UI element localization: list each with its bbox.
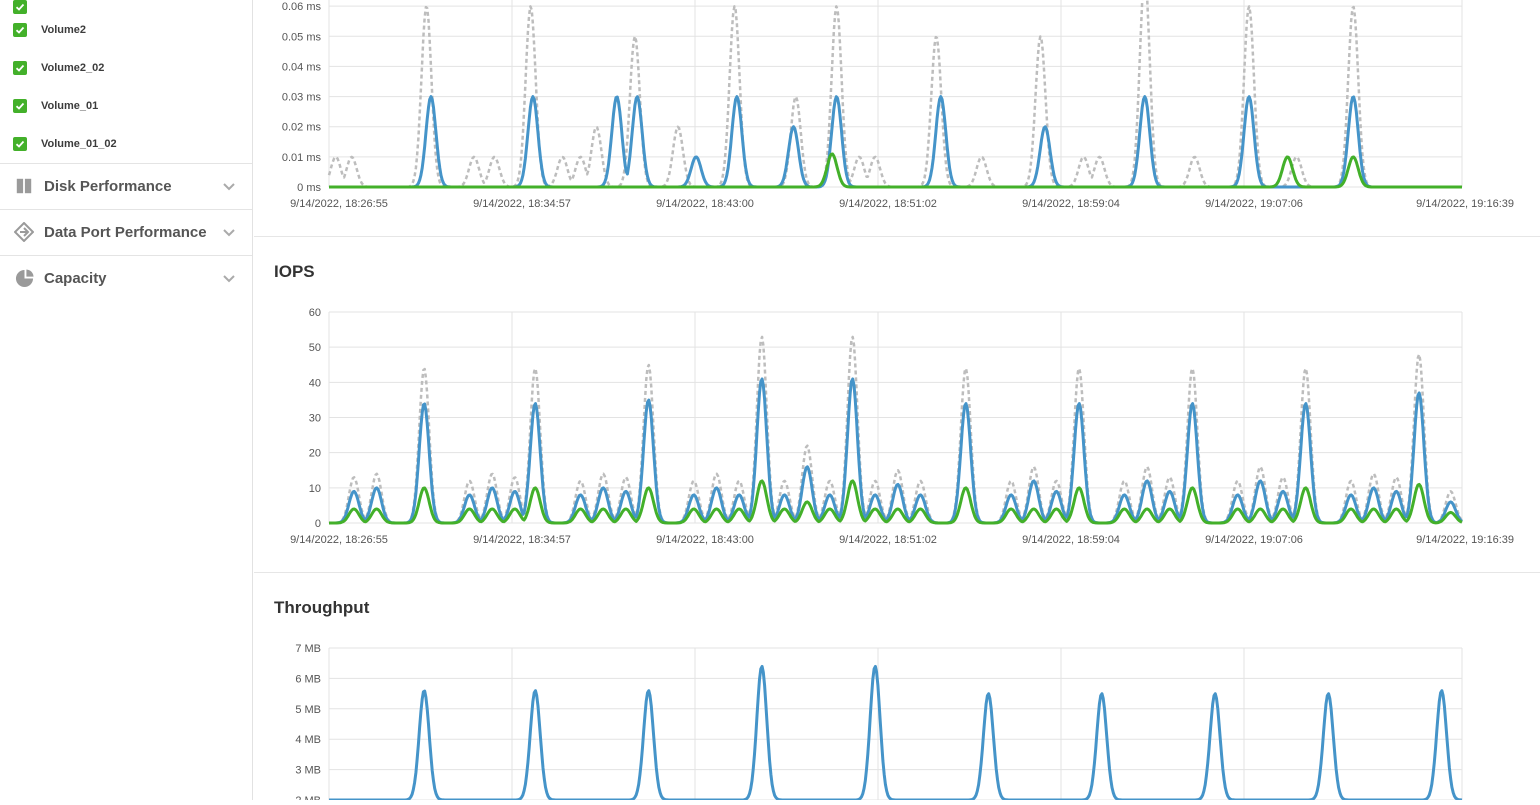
y-tick-label: 50 bbox=[309, 342, 321, 354]
x-tick-label: 9/14/2022, 18:26:55 bbox=[290, 534, 388, 546]
checkbox-checked-icon[interactable] bbox=[13, 61, 27, 75]
throughput-panel: Throughput 2 MB 3 MB 4 MB 5 MB 6 MB 7 MB bbox=[254, 573, 1540, 805]
x-tick-label: 9/14/2022, 18:34:57 bbox=[473, 198, 571, 210]
x-tick-label: 9/14/2022, 18:43:00 bbox=[656, 534, 754, 546]
x-tick-label: 9/14/2022, 18:51:02 bbox=[839, 534, 937, 546]
checkbox-checked-icon[interactable] bbox=[13, 137, 27, 151]
x-tick-label: 9/14/2022, 19:07:06 bbox=[1205, 534, 1303, 546]
x-tick-label: 9/14/2022, 18:59:04 bbox=[1022, 534, 1120, 546]
chevron-down-icon[interactable] bbox=[222, 225, 236, 239]
y-tick-label: 0.03 ms bbox=[282, 92, 322, 104]
volume-checkbox-row[interactable]: Volume_01_02 bbox=[0, 125, 252, 163]
series-line-0 bbox=[329, 335, 1463, 525]
chevron-down-icon[interactable] bbox=[222, 271, 236, 285]
volume-checkbox-row[interactable]: Volume_01 bbox=[0, 87, 252, 125]
x-tick-label: 9/14/2022, 19:16:39 bbox=[1416, 198, 1514, 210]
y-tick-label: 6 MB bbox=[295, 673, 321, 685]
throughput-title: Throughput bbox=[274, 598, 370, 617]
data-port-icon bbox=[14, 222, 34, 242]
latency-chart: 0 ms 0.01 ms 0.02 ms 0.03 ms 0.04 ms 0.05 ms 0… bbox=[282, 0, 1514, 210]
iops-chart: 0 10 20 30 40 50 60 9/14/2022, 18:26:55 9/14/202… bbox=[290, 307, 1514, 546]
y-tick-label: 0.05 ms bbox=[282, 31, 322, 43]
y-tick-label: 0.02 ms bbox=[282, 122, 322, 134]
volume-checkbox-row[interactable]: Volume2_02 bbox=[0, 49, 252, 87]
y-tick-label: 3 MB bbox=[295, 765, 321, 777]
chevron-down-icon[interactable] bbox=[222, 179, 236, 193]
series-line-0 bbox=[328, 664, 1463, 802]
x-tick-label: 9/14/2022, 19:16:39 bbox=[1416, 534, 1514, 546]
volume-checkbox-row-hidden[interactable] bbox=[0, 0, 252, 26]
volume-label: Volume2 bbox=[41, 24, 87, 36]
y-tick-label: 0.04 ms bbox=[282, 61, 322, 73]
main-content: 0 ms 0.01 ms 0.02 ms 0.03 ms 0.04 ms 0.05 ms 0… bbox=[254, 0, 1540, 805]
x-tick-label: 9/14/2022, 18:51:02 bbox=[839, 198, 937, 210]
x-tick-label: 9/14/2022, 18:26:55 bbox=[290, 198, 388, 210]
iops-title: IOPS bbox=[274, 262, 315, 281]
iops-panel: IOPS 0 10 20 30 40 50 60 9/14/2022, 18:26:55 9/1… bbox=[254, 237, 1540, 572]
x-tick-label: 9/14/2022, 19:07:06 bbox=[1205, 198, 1303, 210]
series-line-2 bbox=[328, 479, 1463, 525]
y-tick-label: 7 MB bbox=[295, 643, 321, 655]
y-tick-label: 0.01 ms bbox=[282, 152, 322, 164]
sidebar-section-disk-performance[interactable]: Disk Performance bbox=[0, 163, 252, 208]
y-tick-label: 0 ms bbox=[297, 182, 321, 194]
volume-label: Volume_01_02 bbox=[41, 138, 117, 150]
y-tick-label: 20 bbox=[309, 448, 321, 460]
panel-divider bbox=[254, 236, 1540, 237]
volume-label: Volume2_02 bbox=[41, 62, 105, 74]
sidebar-section-capacity[interactable]: Capacity bbox=[0, 255, 252, 300]
disk-performance-icon bbox=[14, 176, 34, 196]
checkbox-checked-icon[interactable] bbox=[13, 23, 27, 37]
pie-chart-icon bbox=[14, 268, 34, 288]
y-tick-label: 0.06 ms bbox=[282, 1, 322, 13]
sidebar-section-data-port-performance[interactable]: Data Port Performance bbox=[0, 209, 252, 254]
panel-divider bbox=[254, 572, 1540, 573]
volume-label: Volume_01 bbox=[41, 100, 99, 112]
sidebar-section-label: Capacity bbox=[44, 269, 107, 287]
y-tick-label: 30 bbox=[309, 413, 321, 425]
y-tick-label: 60 bbox=[309, 307, 321, 319]
throughput-chart: 2 MB 3 MB 4 MB 5 MB 6 MB 7 MB bbox=[295, 643, 1463, 805]
sidebar-section-label: Data Port Performance bbox=[44, 223, 207, 241]
y-tick-label: 10 bbox=[309, 483, 321, 495]
checkbox-checked-icon[interactable] bbox=[13, 0, 27, 14]
series-line-1 bbox=[328, 95, 1463, 189]
x-tick-label: 9/14/2022, 18:43:00 bbox=[656, 198, 754, 210]
series-line-2 bbox=[328, 152, 1463, 189]
y-tick-label: 5 MB bbox=[295, 704, 321, 716]
y-tick-label: 0 bbox=[315, 518, 321, 530]
series-line-0 bbox=[327, 0, 1462, 189]
series-line-1 bbox=[328, 377, 1463, 525]
checkbox-checked-icon[interactable] bbox=[13, 99, 27, 113]
x-tick-label: 9/14/2022, 18:34:57 bbox=[473, 534, 571, 546]
y-tick-label: 4 MB bbox=[295, 734, 321, 746]
sidebar: Volume2 Volume2_02 Volume_01 Volume_01_02 D… bbox=[0, 0, 253, 800]
latency-panel: 0 ms 0.01 ms 0.02 ms 0.03 ms 0.04 ms 0.05 ms 0… bbox=[254, 0, 1540, 236]
volume-checkbox-row[interactable]: Volume2 bbox=[0, 11, 252, 49]
x-tick-label: 9/14/2022, 18:59:04 bbox=[1022, 198, 1120, 210]
y-tick-label: 40 bbox=[309, 377, 321, 389]
y-tick-label: 2 MB bbox=[295, 795, 321, 800]
sidebar-section-label: Disk Performance bbox=[44, 177, 172, 195]
